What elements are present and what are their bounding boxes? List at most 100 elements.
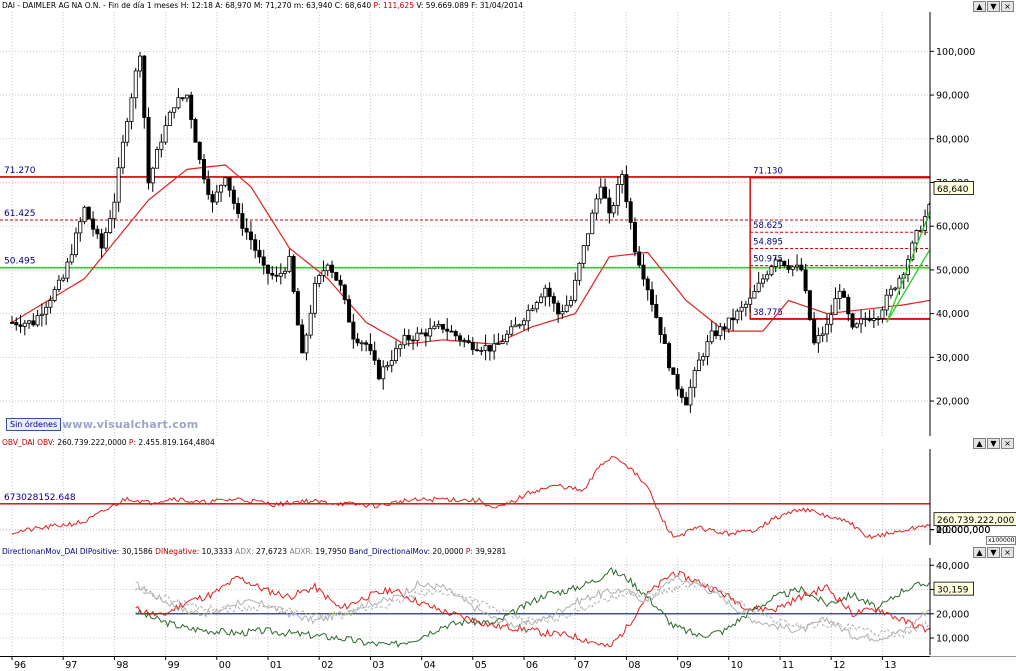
time-tick-label: 07 xyxy=(577,660,589,671)
price-bar xyxy=(445,318,450,341)
price-bar xyxy=(539,293,544,304)
price-bar xyxy=(146,107,151,190)
scroll-down-button[interactable]: ▼ xyxy=(987,1,1000,12)
price-bar xyxy=(240,203,245,236)
price-bar xyxy=(347,295,352,323)
price-bar xyxy=(423,328,428,347)
price-bar xyxy=(381,360,386,390)
dmi-tick-label: 10,000 xyxy=(936,634,969,645)
price-bar-body xyxy=(150,167,155,184)
price-bar-body xyxy=(778,259,783,262)
dmi-scroll-down-button[interactable]: ▼ xyxy=(987,547,1000,558)
price-bar xyxy=(812,312,817,346)
dmi-adx: 27,6723 xyxy=(256,547,288,556)
time-tick-label: 08 xyxy=(628,660,640,671)
time-tick-label: 96 xyxy=(14,660,26,671)
price-bar xyxy=(735,308,740,324)
orders-badge[interactable]: Sin órdenes xyxy=(6,418,62,431)
time-tick-label: 11 xyxy=(782,660,794,671)
dmi-scroll-up-button[interactable]: ▲ xyxy=(973,547,986,558)
obv-panel[interactable]: 673028152.648 20.000,000 10.000,000 0,000 26… xyxy=(0,437,1016,547)
price-bar xyxy=(69,244,74,265)
last-price-label: 68,640 xyxy=(937,185,969,195)
price-bar-body xyxy=(517,324,522,327)
price-bar xyxy=(884,288,889,316)
fib-label-2: 54.895 xyxy=(753,238,783,248)
obv-scroll-down-button[interactable]: ▼ xyxy=(987,438,1000,449)
dmi-adxr: 19,7950 xyxy=(315,547,347,556)
time-tick-label: 13 xyxy=(884,660,896,671)
price-bar xyxy=(449,324,454,333)
price-bar xyxy=(641,253,646,287)
price-bar-body xyxy=(112,201,117,219)
price-bar xyxy=(359,340,364,352)
price-bar xyxy=(415,327,420,347)
price-bar-body xyxy=(513,324,518,328)
price-bar xyxy=(74,227,79,258)
price-bar xyxy=(214,184,219,206)
time-tick-label: 09 xyxy=(680,660,692,671)
price-chart[interactable]: 71.270 61.425 50.495 71.130 58.625 54.895 50.9… xyxy=(0,0,1016,437)
obv-level-label: 673028152.648 xyxy=(4,493,76,503)
price-bar xyxy=(803,263,808,294)
price-bar xyxy=(219,184,224,203)
price-bar-body xyxy=(462,339,467,342)
price-bar xyxy=(577,262,582,286)
price-bar xyxy=(859,309,864,333)
price-bar xyxy=(35,309,40,327)
price-bar xyxy=(125,117,130,147)
obv-close-button[interactable]: × xyxy=(1001,438,1014,449)
price-window-controls: ▲ ▼ × xyxy=(973,1,1014,12)
price-bar xyxy=(91,211,96,237)
price-bar-body xyxy=(590,212,595,235)
dmi-di-negative: 10,3333 xyxy=(201,547,233,556)
price-bar-body xyxy=(406,334,411,341)
dmi-line-dipositive xyxy=(135,567,947,648)
obv-scroll-up-button[interactable]: ▲ xyxy=(973,438,986,449)
time-tick-label: 04 xyxy=(424,660,436,671)
price-bar-body xyxy=(44,306,49,315)
price-bar-body xyxy=(432,325,437,330)
price-bar-body xyxy=(470,342,475,351)
price-bar xyxy=(487,345,492,361)
time-tick-label: 01 xyxy=(270,660,282,671)
price-bar-body xyxy=(201,159,206,180)
obv-chart[interactable]: 673028152.64820.000,00010.000,0000,00026… xyxy=(0,437,1016,546)
price-bar-body xyxy=(739,306,744,312)
price-bar-body xyxy=(376,359,381,380)
price-bar-body xyxy=(658,317,663,336)
obv-tick-label: 20.000,000 xyxy=(936,525,990,536)
dmi-close-button[interactable]: × xyxy=(1001,547,1014,558)
price-bar-body xyxy=(206,178,211,195)
price-bar xyxy=(799,257,804,272)
price-bar-body xyxy=(731,317,736,321)
price-bar-body xyxy=(347,299,352,323)
price-bar-body xyxy=(726,317,731,330)
price-panel[interactable]: 71.270 61.425 50.495 71.130 58.625 54.895 50.9… xyxy=(0,0,1016,438)
time-tick-label: 98 xyxy=(116,660,128,671)
price-bar xyxy=(782,260,787,268)
price-bar xyxy=(837,284,842,310)
scale-multiplier-label: x100000 xyxy=(986,536,1016,545)
last-price-label-box xyxy=(933,181,974,195)
price-bar xyxy=(385,361,390,371)
price-bar xyxy=(312,276,317,318)
obv-line xyxy=(11,456,947,540)
scroll-up-button[interactable]: ▲ xyxy=(973,1,986,12)
price-bar xyxy=(692,367,697,398)
price-bar-body xyxy=(445,328,450,332)
price-bar-body xyxy=(415,332,420,341)
price-tick-label: 40,000 xyxy=(936,309,969,320)
time-axis: 96 97 98 99 00 01 02 03 04 05 06 07 08 09 10 11 12 13 xyxy=(0,656,930,671)
fib-label-4: 38.775 xyxy=(753,308,783,318)
price-bar xyxy=(283,267,288,279)
price-bar-body xyxy=(159,141,164,150)
price-bar-body xyxy=(428,328,433,337)
price-bar-body xyxy=(867,317,872,321)
close-button[interactable]: × xyxy=(1001,1,1014,12)
header-name: DAIMLER AG NA O.N. xyxy=(22,1,101,10)
price-bar-body xyxy=(287,256,292,272)
price-bar xyxy=(547,282,552,307)
